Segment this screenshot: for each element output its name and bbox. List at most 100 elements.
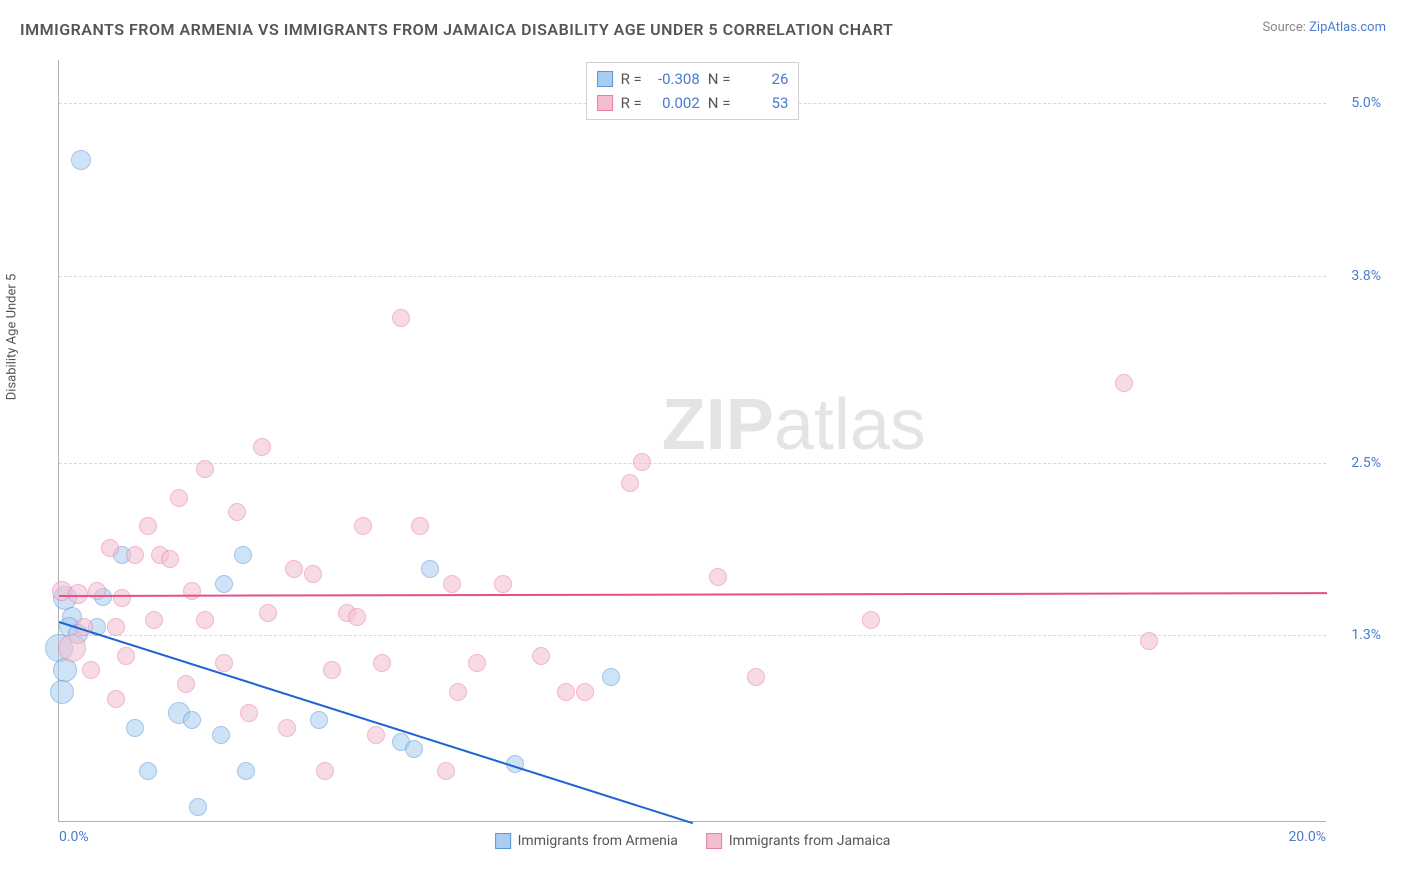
data-point [58, 634, 86, 662]
data-point [183, 582, 201, 600]
stat-n-value-armenia: 26 [738, 67, 788, 91]
data-point [161, 550, 179, 568]
data-point [88, 582, 106, 600]
series-swatch-armenia [495, 833, 511, 849]
data-point [259, 604, 277, 622]
gridline [59, 463, 1326, 464]
data-point [348, 608, 366, 626]
data-point [1115, 374, 1133, 392]
data-point [367, 726, 385, 744]
legend-stats-box: R = -0.308 N = 26 R = 0.002 N = 53 [586, 62, 800, 120]
data-point [1140, 632, 1158, 650]
data-point [113, 589, 131, 607]
data-point [50, 680, 74, 704]
data-point [68, 584, 88, 604]
data-point [373, 654, 391, 672]
y-tick: 5.0% [1331, 95, 1381, 111]
stat-n-value-jamaica: 53 [738, 91, 788, 115]
data-point [709, 568, 727, 586]
data-point [139, 517, 157, 535]
source-attribution: Source: ZipAtlas.com [1262, 20, 1386, 35]
data-point [354, 517, 372, 535]
data-point [139, 762, 157, 780]
data-point [196, 460, 214, 478]
data-point [621, 474, 639, 492]
watermark: ZIPatlas [662, 384, 926, 466]
data-point [189, 798, 207, 816]
data-point [633, 453, 651, 471]
data-point [240, 704, 258, 722]
series-swatch-jamaica [597, 95, 613, 111]
watermark-text-a: ZIP [662, 385, 774, 465]
gridline [59, 635, 1326, 636]
data-point [228, 503, 246, 521]
plot-region: ZIPatlas R = -0.308 N = 26 R = 0.002 N =… [58, 60, 1326, 822]
data-point [494, 575, 512, 593]
source-label: Source: [1262, 20, 1305, 35]
stat-r-value-armenia: -0.308 [650, 67, 700, 91]
legend-item-armenia: Immigrants from Armenia [495, 833, 678, 849]
data-point [443, 575, 461, 593]
data-point [437, 762, 455, 780]
legend-stats-row: R = 0.002 N = 53 [597, 91, 789, 115]
data-point [215, 654, 233, 672]
data-point [237, 762, 255, 780]
data-point [285, 560, 303, 578]
data-point [304, 565, 322, 583]
trend-line [59, 621, 694, 824]
data-point [278, 719, 296, 737]
data-point [862, 611, 880, 629]
data-point [323, 661, 341, 679]
legend-label-jamaica: Immigrants from Jamaica [729, 833, 891, 849]
y-tick: 1.3% [1331, 627, 1381, 643]
data-point [71, 150, 91, 170]
trend-line [59, 592, 1327, 597]
series-swatch-armenia [597, 71, 613, 87]
stat-r-value-jamaica: 0.002 [650, 91, 700, 115]
x-tick-min: 0.0% [59, 829, 89, 845]
data-point [196, 611, 214, 629]
stat-r-label: R = [621, 91, 642, 115]
stat-n-label: N = [708, 67, 731, 91]
data-point [117, 647, 135, 665]
y-tick: 3.8% [1331, 268, 1381, 284]
legend-stats-row: R = -0.308 N = 26 [597, 67, 789, 91]
gridline [59, 276, 1326, 277]
legend-item-jamaica: Immigrants from Jamaica [706, 833, 891, 849]
data-point [253, 438, 271, 456]
y-axis-label: Disability Age Under 5 [5, 274, 20, 401]
data-point [602, 668, 620, 686]
data-point [126, 546, 144, 564]
data-point [421, 560, 439, 578]
legend-label-armenia: Immigrants from Armenia [518, 833, 678, 849]
data-point [183, 711, 201, 729]
stat-r-label: R = [621, 67, 642, 91]
data-point [107, 618, 125, 636]
data-point [532, 647, 550, 665]
data-point [310, 711, 328, 729]
source-link[interactable]: ZipAtlas.com [1309, 20, 1386, 35]
watermark-text-b: atlas [774, 385, 926, 465]
data-point [468, 654, 486, 672]
chart-title: IMMIGRANTS FROM ARMENIA VS IMMIGRANTS FR… [20, 20, 893, 39]
data-point [405, 740, 423, 758]
data-point [411, 517, 429, 535]
chart-area: Disability Age Under 5 ZIPatlas R = -0.3… [50, 60, 1386, 852]
stat-n-label: N = [708, 91, 731, 115]
series-swatch-jamaica [706, 833, 722, 849]
data-point [392, 309, 410, 327]
data-point [145, 611, 163, 629]
data-point [107, 690, 125, 708]
data-point [747, 668, 765, 686]
data-point [82, 661, 100, 679]
data-point [170, 489, 188, 507]
data-point [212, 726, 230, 744]
data-point [234, 546, 252, 564]
data-point [101, 539, 119, 557]
data-point [449, 683, 467, 701]
data-point [576, 683, 594, 701]
y-tick: 2.5% [1331, 455, 1381, 471]
data-point [126, 719, 144, 737]
data-point [215, 575, 233, 593]
data-point [177, 675, 195, 693]
